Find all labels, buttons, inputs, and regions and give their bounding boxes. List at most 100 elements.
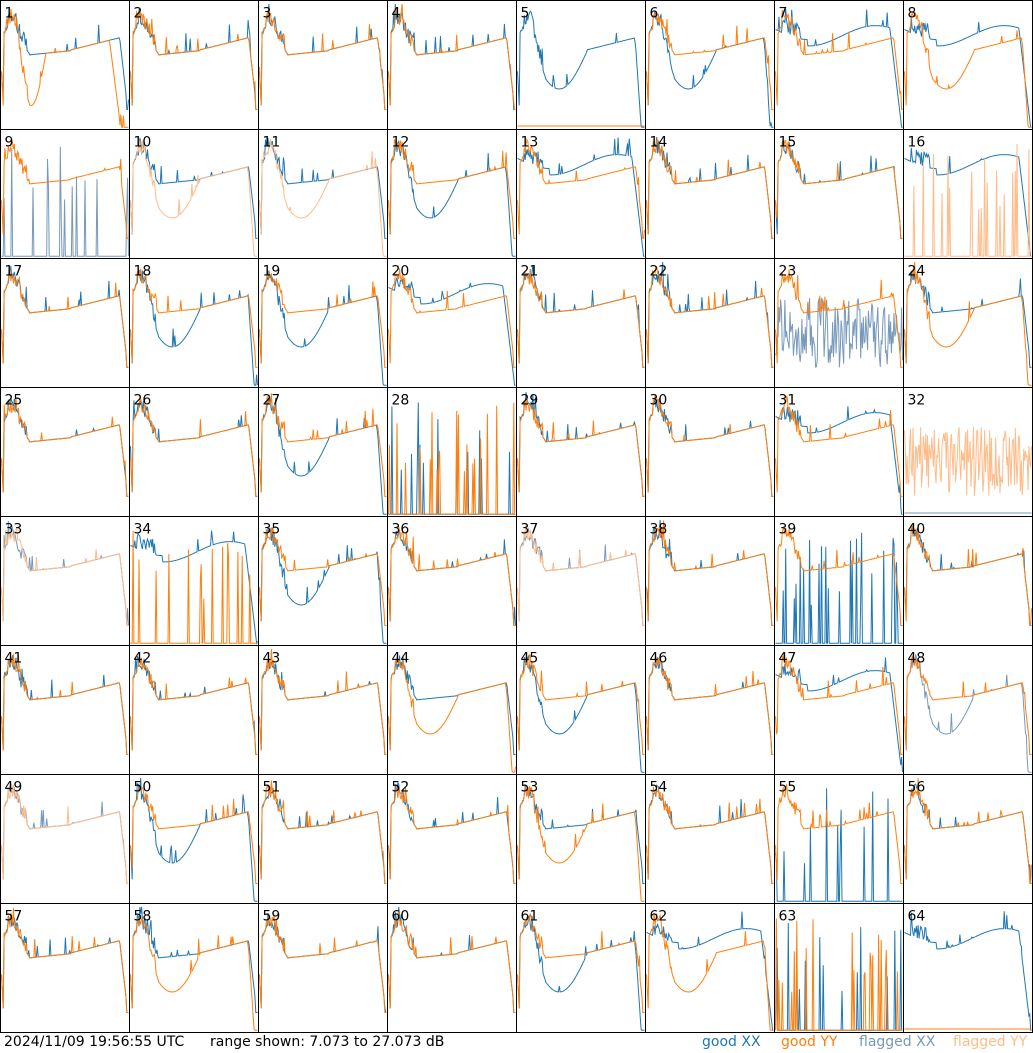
series-xx-line bbox=[1, 146, 129, 257]
series-yy-line bbox=[904, 778, 1032, 884]
panel-label: 24 bbox=[908, 264, 926, 280]
series-yy-line bbox=[130, 657, 258, 755]
series-yy-line bbox=[646, 912, 774, 1031]
panel-label: 8 bbox=[908, 6, 917, 22]
panel-frame bbox=[129, 0, 259, 130]
panel-5: 5 bbox=[516, 0, 646, 130]
series-yy-line bbox=[1, 268, 129, 368]
series-xx-line bbox=[646, 911, 774, 1031]
panel-frame bbox=[387, 387, 517, 517]
panel-13: 13 bbox=[516, 129, 646, 259]
panel-frame bbox=[774, 129, 904, 259]
panel-30: 30 bbox=[645, 387, 775, 517]
series-yy-line bbox=[646, 655, 774, 755]
series-yy-line bbox=[259, 914, 387, 1013]
series-xx-line bbox=[904, 147, 1032, 257]
panel-label: 59 bbox=[263, 909, 281, 925]
panel-frame bbox=[0, 0, 130, 130]
panel-label: 35 bbox=[263, 522, 281, 538]
panel-label: 37 bbox=[521, 522, 539, 538]
series-yy-line bbox=[646, 139, 774, 239]
panel-label: 33 bbox=[5, 522, 23, 538]
panel-59: 59 bbox=[258, 903, 388, 1033]
panel-frame bbox=[516, 774, 646, 904]
panel-26: 26 bbox=[129, 387, 259, 517]
series-yy-line bbox=[904, 143, 1032, 257]
series-yy-line bbox=[1, 8, 129, 128]
series-yy-line bbox=[388, 3, 516, 110]
series-yy-line bbox=[259, 393, 387, 497]
panel-34: 34 bbox=[129, 516, 259, 646]
panel-label: 60 bbox=[392, 909, 410, 925]
panel-label: 56 bbox=[908, 780, 926, 796]
series-yy-line bbox=[388, 786, 516, 884]
series-yy-line bbox=[775, 653, 903, 756]
panel-frame bbox=[516, 387, 646, 517]
panel-label: 13 bbox=[521, 135, 539, 151]
series-yy-line bbox=[646, 395, 774, 497]
panel-39: 39 bbox=[774, 516, 904, 646]
panel-60: 60 bbox=[387, 903, 517, 1033]
panel-49: 49 bbox=[0, 774, 130, 904]
panel-label: 50 bbox=[134, 780, 152, 796]
legend-flagged-xx: flagged XX bbox=[859, 1034, 936, 1050]
series-xx-line bbox=[775, 9, 903, 128]
panel-label: 1 bbox=[5, 6, 14, 22]
panel-label: 27 bbox=[263, 393, 281, 409]
legend-good-xx: good XX bbox=[702, 1034, 761, 1050]
series-yy-line bbox=[1, 526, 129, 626]
series-xx-line bbox=[775, 532, 903, 644]
series-yy-line bbox=[775, 269, 903, 368]
series-yy-line bbox=[517, 653, 645, 755]
panel-8: 8 bbox=[903, 0, 1033, 130]
panel-label: 3 bbox=[263, 6, 272, 22]
panel-label: 20 bbox=[392, 264, 410, 280]
panel-15: 15 bbox=[774, 129, 904, 259]
panel-label: 61 bbox=[521, 909, 539, 925]
panel-frame bbox=[645, 645, 775, 775]
panel-label: 36 bbox=[392, 522, 410, 538]
panel-51: 51 bbox=[258, 774, 388, 904]
series-yy-line bbox=[904, 523, 1032, 626]
panel-23: 23 bbox=[774, 258, 904, 388]
panel-47: 47 bbox=[774, 645, 904, 775]
series-yy-line bbox=[259, 11, 387, 110]
series-yy-line bbox=[1, 907, 129, 1013]
panel-12: 12 bbox=[387, 129, 517, 259]
panel-label: 18 bbox=[134, 264, 152, 280]
panel-label: 49 bbox=[5, 780, 23, 796]
panel-label: 2 bbox=[134, 6, 143, 22]
footer: 2024/11/09 19:56:55 UTC range shown: 7.0… bbox=[0, 1033, 1033, 1053]
series-yy-line bbox=[1, 139, 129, 239]
series-yy-line bbox=[259, 780, 387, 884]
panel-frame bbox=[645, 129, 775, 259]
series-yy-line bbox=[517, 524, 645, 626]
panel-label: 53 bbox=[521, 780, 539, 796]
panel-frame bbox=[516, 516, 646, 646]
series-yy-line bbox=[130, 397, 258, 497]
panel-44: 44 bbox=[387, 645, 517, 775]
panel-frame bbox=[0, 903, 130, 1033]
series-yy-line bbox=[646, 266, 774, 368]
panel-label: 5 bbox=[521, 6, 530, 22]
series-yy-line bbox=[775, 395, 903, 497]
panel-label: 62 bbox=[650, 909, 668, 925]
series-yy-line bbox=[388, 139, 516, 239]
panel-label: 44 bbox=[392, 651, 410, 667]
panel-label: 38 bbox=[650, 522, 668, 538]
panel-20: 20 bbox=[387, 258, 517, 388]
panel-37: 37 bbox=[516, 516, 646, 646]
panel-label: 55 bbox=[779, 780, 797, 796]
panel-label: 52 bbox=[392, 780, 410, 796]
panel-62: 62 bbox=[645, 903, 775, 1033]
panel-50: 50 bbox=[129, 774, 259, 904]
panel-label: 34 bbox=[134, 522, 152, 538]
panel-label: 7 bbox=[779, 6, 788, 22]
panel-22: 22 bbox=[645, 258, 775, 388]
panel-label: 31 bbox=[779, 393, 797, 409]
panel-9: 9 bbox=[0, 129, 130, 259]
series-yy-line bbox=[388, 268, 516, 368]
panel-25: 25 bbox=[0, 387, 130, 517]
panel-21: 21 bbox=[516, 258, 646, 388]
panel-58: 58 bbox=[129, 903, 259, 1033]
